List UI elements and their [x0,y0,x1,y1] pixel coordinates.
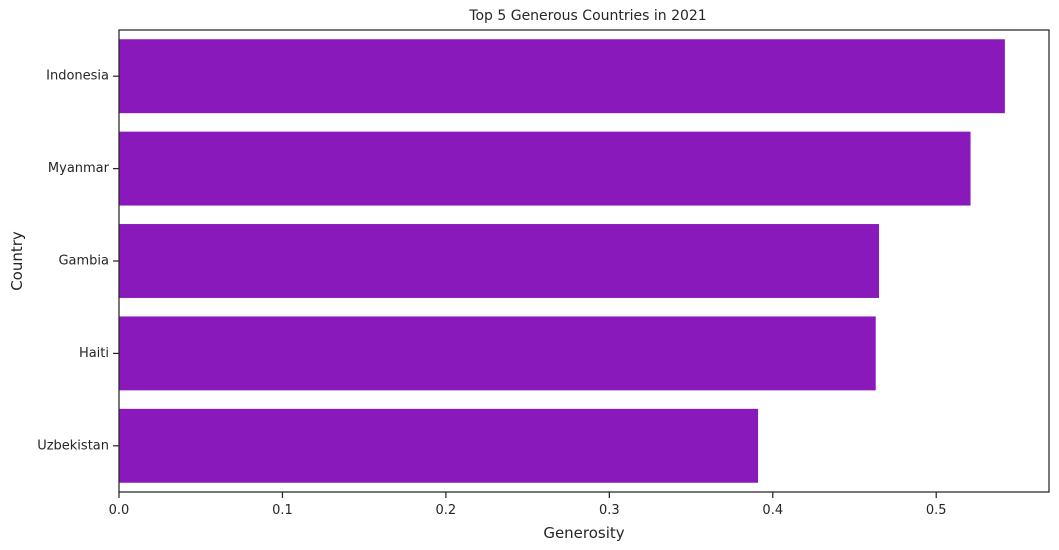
y-axis-title: Country [8,231,26,291]
x-tick-label: 0.4 [762,503,783,518]
x-tick-label: 0.1 [272,503,293,518]
x-tick-label: 0.5 [926,503,947,518]
y-tick-label: Haiti [79,346,109,361]
bars-group [119,39,1005,483]
x-tick-label: 0.2 [436,503,457,518]
y-tick-label: Indonesia [46,69,109,84]
x-axis-ticks: 0.0 0.1 0.2 0.3 0.4 0.5 [109,492,947,518]
y-tick-label: Gambia [58,254,109,269]
chart-title: Top 5 Generous Countries in 2021 [468,8,706,24]
y-tick-label: Myanmar [48,161,110,176]
x-tick-label: 0.0 [109,503,130,518]
bar-haiti [119,316,876,391]
y-tick-label: Uzbekistan [37,438,109,453]
x-axis-title: Generosity [543,524,624,542]
bar-myanmar [119,131,971,206]
bar-gambia [119,224,880,298]
y-axis-ticks: Indonesia Myanmar Gambia Haiti Uzbekistan [37,69,119,453]
bar-indonesia [119,39,1005,114]
plot-frame [118,29,1050,493]
x-tick-label: 0.3 [599,503,620,518]
bar-uzbekistan [119,408,759,483]
